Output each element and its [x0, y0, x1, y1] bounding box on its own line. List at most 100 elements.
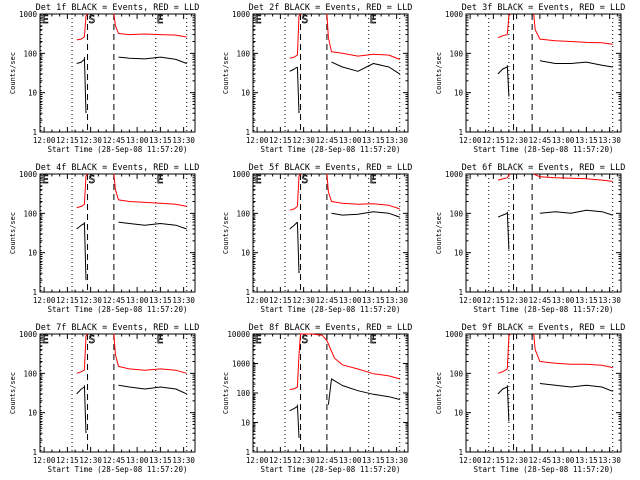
lld-series-line	[326, 173, 400, 210]
events-series-line	[506, 211, 510, 250]
y-tick-label: 1	[245, 288, 250, 297]
y-tick-label: 1	[32, 128, 37, 137]
panel-title: Det 6f BLACK = Events, RED = LLD	[462, 163, 626, 173]
events-series-line	[83, 57, 87, 114]
x-tick-label: 12:00	[459, 136, 482, 145]
x-tick-label: 12:15	[269, 456, 292, 465]
y-axis-title: Counts/sec	[222, 212, 230, 254]
lld-series-line	[497, 177, 508, 181]
lld-series-line	[76, 369, 85, 374]
x-tick-label: 13:15	[362, 456, 385, 465]
x-tick-label: 13:15	[149, 296, 172, 305]
lld-series-line	[76, 203, 85, 209]
x-tick-label: 12:45	[529, 296, 552, 305]
x-tick-label: 12:00	[33, 456, 56, 465]
x-tick-label: 13:30	[172, 136, 195, 145]
plot-frame	[252, 13, 409, 133]
x-tick-label: 13:15	[575, 296, 598, 305]
marker-label: S	[89, 333, 96, 346]
x-tick-label: 13:00	[126, 456, 149, 465]
y-axis-title: Counts/sec	[435, 52, 443, 94]
x-tick-label: 12:30	[79, 456, 102, 465]
y-axis-title: Counts/sec	[222, 52, 230, 94]
x-tick-label: 12:45	[316, 136, 339, 145]
y-tick-label: 100	[236, 389, 250, 398]
y-tick-label: 1000	[19, 330, 38, 339]
lld-series-line	[296, 333, 328, 388]
x-tick-label: 13:15	[149, 136, 172, 145]
y-tick-label: 10	[28, 249, 38, 258]
events-series-line	[289, 66, 298, 72]
x-tick-label: 12:00	[33, 296, 56, 305]
y-tick-label: 100	[449, 209, 463, 218]
marker-label: E	[370, 333, 377, 346]
y-tick-label: 10	[241, 249, 251, 258]
panel-5: Det 5f BLACK = Events, RED = LLD 1 10 100 10…	[222, 163, 412, 314]
y-tick-label: 10	[28, 409, 38, 418]
plot-frame	[39, 13, 196, 133]
x-tick-label: 13:30	[385, 296, 408, 305]
lld-series-line	[83, 13, 88, 38]
marker-label: E	[255, 13, 262, 26]
marker-label: E	[42, 13, 49, 26]
y-tick-label: 1000	[445, 330, 464, 339]
panel-9: Det 9f BLACK = Events, RED = LLD 1 10 100 10…	[435, 323, 625, 474]
panel-title: Det 4f BLACK = Events, RED = LLD	[36, 163, 200, 173]
events-series-line	[289, 405, 298, 412]
x-tick-label: 12:45	[316, 456, 339, 465]
y-tick-label: 1000	[445, 170, 464, 179]
panel-title: Det 1f BLACK = Events, RED = LLD	[36, 3, 200, 13]
x-tick-label: 12:00	[33, 136, 56, 145]
x-tick-label: 13:30	[598, 456, 621, 465]
y-tick-label: 100	[23, 49, 37, 58]
x-tick-label: 12:45	[103, 296, 126, 305]
plot-frame	[465, 333, 622, 453]
lld-series-line	[326, 13, 400, 60]
x-tick-label: 12:30	[79, 136, 102, 145]
x-tick-label: 13:30	[598, 296, 621, 305]
panel-8: Det 8f BLACK = Events, RED = LLD 1 10 100 10…	[222, 323, 412, 474]
y-axis-title: Counts/sec	[435, 212, 443, 254]
x-tick-label: 12:45	[103, 136, 126, 145]
x-tick-label: 12:30	[505, 296, 528, 305]
marker-label: E	[157, 13, 164, 26]
x-tick-label: 13:15	[575, 456, 598, 465]
y-axis-title: Counts/sec	[9, 372, 17, 414]
panel-7: Det 7f BLACK = Events, RED = LLD 1 10 100 10…	[9, 323, 199, 474]
events-series-line	[83, 385, 87, 434]
events-series-line	[506, 65, 510, 97]
x-tick-label: 12:00	[246, 456, 269, 465]
lld-series-line	[83, 173, 88, 205]
lld-series-line	[76, 36, 85, 41]
marker-label: S	[89, 173, 96, 186]
events-series-line	[539, 60, 613, 68]
plot-frame	[465, 13, 622, 133]
y-tick-label: 1000	[232, 170, 251, 179]
y-tick-label: 100	[449, 49, 463, 58]
x-axis-title: Start Time (28-Sep-08 11:57:20)	[48, 465, 188, 474]
plot-frame	[252, 333, 409, 453]
x-tick-label: 12:00	[246, 136, 269, 145]
y-tick-label: 1	[245, 128, 250, 137]
y-tick-label: 10	[241, 89, 251, 98]
panel-title: Det 7f BLACK = Events, RED = LLD	[36, 323, 200, 333]
lld-series-line	[326, 340, 400, 380]
events-series-line	[118, 56, 187, 64]
marker-label: E	[255, 333, 262, 346]
plot-frame	[465, 173, 622, 293]
y-tick-label: 10	[454, 89, 464, 98]
events-series-line	[118, 384, 187, 395]
x-tick-label: 12:30	[505, 456, 528, 465]
lld-series-line	[296, 173, 301, 207]
events-series-line	[118, 221, 187, 230]
x-tick-label: 12:15	[56, 296, 79, 305]
y-axis-title: Counts/sec	[222, 372, 230, 414]
lld-series-line	[296, 13, 301, 56]
y-tick-label: 1	[458, 288, 463, 297]
events-series-line	[497, 212, 508, 218]
x-tick-label: 12:30	[292, 456, 315, 465]
marker-label: E	[370, 13, 377, 26]
panel-title: Det 2f BLACK = Events, RED = LLD	[249, 3, 413, 13]
marker-label: E	[370, 173, 377, 186]
x-tick-label: 12:45	[103, 456, 126, 465]
